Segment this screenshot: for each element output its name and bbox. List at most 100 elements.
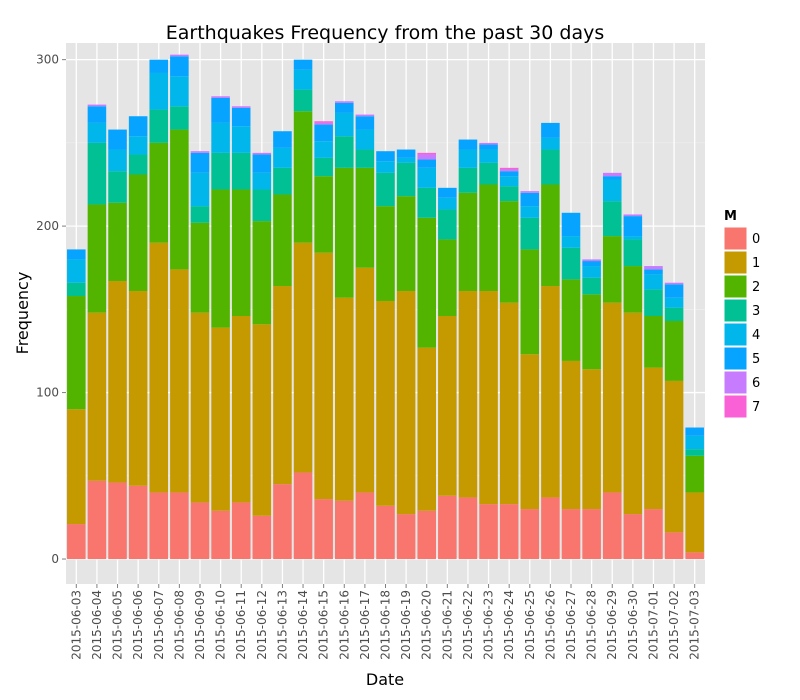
bar-segment-2015-06-14-m5 (293, 59, 313, 70)
bar-segment-2015-06-20-m6 (417, 154, 437, 160)
bar-segment-2015-06-06-m5 (128, 116, 148, 137)
bar-segment-2015-06-25-m1 (520, 354, 540, 510)
legend: M 0 1 2 3 4 5 6 7 (723, 209, 760, 419)
bar-segment-2015-06-12-m4 (252, 172, 272, 190)
bar-segment-2015-06-08-m1 (170, 269, 189, 493)
bar-segment-2015-06-17-m0 (355, 492, 375, 560)
bar-segment-2015-06-14-m3 (293, 89, 313, 112)
bar-segment-2015-06-30-m1 (623, 312, 643, 515)
bar-segment-2015-06-22-m3 (458, 167, 478, 193)
bar-segment-2015-06-14-m2 (293, 111, 313, 243)
legend-key-m6 (723, 370, 748, 395)
bar-segment-2015-06-03-m0 (67, 524, 86, 560)
bar-segment-2015-06-25-m0 (520, 509, 540, 560)
x-tick-label: 2015-06-20 (420, 590, 434, 660)
bar-segment-2015-07-02-m6 (664, 282, 684, 285)
bars (67, 54, 704, 560)
bar-segment-2015-06-14-m4 (293, 69, 313, 90)
bar-segment-2015-06-13-m3 (273, 167, 292, 195)
bar-segment-2015-06-10-m3 (211, 152, 230, 190)
x-tick-label: 2015-06-16 (337, 590, 351, 660)
bar-segment-2015-06-19-m0 (396, 514, 416, 560)
bar-segment-2015-06-15-m7 (314, 121, 333, 123)
x-tick-label: 2015-06-10 (214, 590, 228, 660)
bar-segment-2015-06-20-m5 (417, 159, 437, 168)
bar-segment-2015-06-27-m2 (561, 279, 581, 361)
x-tick-label: 2015-06-07 (152, 590, 166, 660)
bar-segment-2015-06-23-m3 (479, 162, 498, 185)
bar-segment-2015-06-20-m2 (417, 217, 437, 348)
bar-segment-2015-07-02-m4 (664, 297, 684, 308)
bar-segment-2015-06-11-m6 (231, 106, 251, 108)
chart-title: Earthquakes Frequency from the past 30 d… (166, 22, 604, 44)
bar-segment-2015-06-21-m4 (438, 197, 457, 210)
bar-segment-2015-06-11-m2 (231, 189, 251, 316)
bar-segment-2015-06-10-m1 (211, 327, 230, 511)
bar-segment-2015-06-18-m3 (376, 172, 395, 207)
x-tick-label: 2015-06-11 (234, 590, 248, 660)
bar-segment-2015-06-06-m0 (128, 485, 148, 560)
bar-segment-2015-06-21-m0 (438, 495, 457, 560)
bar-segment-2015-07-03-m0 (685, 552, 704, 560)
bar-segment-2015-07-01-m2 (644, 315, 663, 368)
bar-segment-2015-06-29-m5 (602, 176, 622, 180)
legend-key-m2 (723, 274, 748, 299)
bar-segment-2015-06-26-m1 (541, 286, 560, 498)
x-tick-label: 2015-06-08 (172, 590, 186, 660)
bar-segment-2015-07-03-m2 (685, 455, 704, 493)
x-tick-label: 2015-06-22 (461, 590, 475, 660)
bar-segment-2015-06-12-m1 (252, 324, 272, 516)
bar-segment-2015-06-27-m4 (561, 236, 581, 248)
x-tick-label: 2015-06-25 (523, 590, 537, 660)
bar-segment-2015-06-10-m6 (211, 96, 230, 98)
bar-segment-2015-07-02-m3 (664, 307, 684, 321)
bar-segment-2015-06-19-m4 (396, 157, 416, 163)
bar-segment-2015-06-24-m4 (499, 176, 519, 187)
bar-segment-2015-06-08-m0 (170, 492, 189, 560)
bar-segment-2015-07-01-m5 (644, 269, 663, 275)
legend-label-m4: 4 (752, 328, 760, 343)
bar-segment-2015-06-24-m6 (499, 169, 519, 172)
x-tick-label: 2015-06-27 (564, 590, 578, 660)
x-tick-label: 2015-06-13 (275, 590, 289, 660)
bar-segment-2015-06-20-m4 (417, 167, 437, 188)
bar-segment-2015-06-07-m2 (149, 142, 169, 243)
bar-segment-2015-06-10-m0 (211, 510, 230, 560)
bar-segment-2015-06-11-m4 (231, 126, 251, 153)
bar-segment-2015-07-02-m5 (664, 284, 684, 298)
x-tick-label: 2015-06-14 (296, 590, 310, 660)
bar-segment-2015-06-08-m4 (170, 76, 189, 107)
bar-segment-2015-06-19-m2 (396, 196, 416, 292)
bar-segment-2015-06-04-m4 (87, 122, 107, 143)
bar-segment-2015-06-17-m1 (355, 267, 375, 493)
bar-segment-2015-06-25-m4 (520, 206, 540, 218)
bar-segment-2015-06-21-m2 (438, 239, 457, 316)
bar-segment-2015-06-13-m5 (273, 131, 292, 148)
legend-key-m0 (723, 226, 748, 251)
bar-segment-2015-06-23-m5 (479, 144, 498, 150)
bar-segment-2015-06-24-m5 (499, 171, 519, 177)
bar-segment-2015-06-26-m0 (541, 497, 560, 560)
bar-segment-2015-06-23-m1 (479, 291, 498, 505)
bar-segment-2015-06-27-m1 (561, 360, 581, 510)
x-tick-label: 2015-06-09 (193, 590, 207, 660)
x-axis-title: Date (366, 670, 404, 689)
x-tick-label: 2015-06-23 (482, 590, 496, 660)
bar-segment-2015-06-16-m5 (334, 102, 354, 113)
bar-segment-2015-06-27-m3 (561, 247, 581, 280)
bar-segment-2015-06-06-m3 (128, 154, 148, 175)
bar-segment-2015-06-20-m0 (417, 510, 437, 560)
bar-segment-2015-06-03-m1 (67, 409, 86, 525)
bar-segment-2015-06-30-m3 (623, 239, 643, 267)
legend-key-m1 (723, 250, 748, 275)
bar-segment-2015-06-23-m6 (479, 142, 498, 145)
bar-segment-2015-06-07-m3 (149, 109, 169, 143)
bar-segment-2015-06-26-m3 (541, 149, 560, 185)
bar-segment-2015-06-10-m4 (211, 122, 230, 153)
bar-segment-2015-06-03-m5 (67, 249, 86, 260)
bar-segment-2015-06-07-m4 (149, 72, 169, 110)
bar-segment-2015-06-21-m3 (438, 209, 457, 240)
bar-segment-2015-06-18-m0 (376, 505, 395, 560)
bar-segment-2015-06-30-m0 (623, 514, 643, 560)
bar-segment-2015-07-03-m3 (685, 449, 704, 456)
